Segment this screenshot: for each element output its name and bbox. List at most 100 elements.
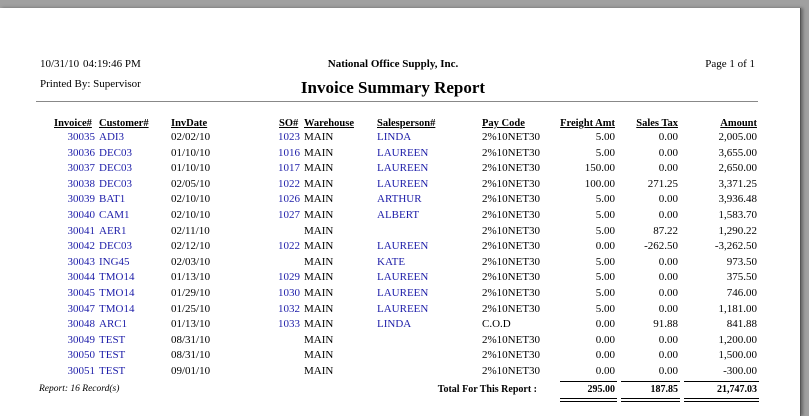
so-number-cell: 1030 — [278, 287, 300, 299]
inv-date-cell: 01/10/10 — [171, 162, 211, 175]
column-header: Salesperson# — [377, 118, 436, 129]
warehouse-cell: MAIN — [304, 318, 334, 331]
invoice-cell: 30050 — [67, 349, 96, 362]
customer-cell: DEC03 — [99, 146, 132, 159]
pay-code-cell: 2%10NET30 — [482, 146, 541, 159]
warehouse-cell: MAIN — [304, 240, 334, 253]
warehouse-cell: MAIN — [304, 349, 334, 362]
column-header: Customer# — [99, 118, 149, 129]
inv-date-cell: 02/12/10 — [171, 240, 211, 253]
freight-cell: 0.00 — [595, 349, 615, 362]
amount-cell: 3,936.48 — [718, 193, 758, 206]
freight-cell: 100.00 — [584, 177, 615, 190]
amount-cell: -3,262.50 — [714, 240, 757, 253]
freight-cell: 5.00 — [595, 209, 615, 221]
invoice-cell: 30036 — [67, 146, 96, 159]
sales-tax-cell: 0.00 — [658, 255, 678, 268]
printed-by: Printed By: Supervisor — [40, 78, 141, 90]
amount-cell: 1,290.22 — [718, 224, 758, 237]
customer-cell: DEC03 — [99, 240, 132, 253]
report-title: Invoice Summary Report — [300, 78, 486, 97]
customer-cell: TEST — [99, 333, 126, 346]
customer-cell: CAM1 — [99, 209, 130, 221]
warehouse-cell: MAIN — [304, 287, 334, 299]
inv-date-cell: 02/02/10 — [171, 131, 211, 143]
sales-tax-cell: -262.50 — [644, 240, 678, 253]
warehouse-cell: MAIN — [304, 255, 334, 268]
freight-cell: 0.00 — [595, 318, 615, 331]
so-number-cell: 1016 — [278, 146, 300, 159]
warehouse-cell: MAIN — [304, 224, 334, 237]
invoice-cell: 30039 — [67, 193, 96, 206]
sales-tax-cell: 0.00 — [658, 131, 678, 143]
column-header: Warehouse — [304, 118, 354, 129]
column-header: SO# — [279, 118, 299, 129]
amount-cell: -300.00 — [723, 365, 757, 377]
company: National Office Supply, Inc. — [327, 58, 459, 70]
warehouse-cell: MAIN — [304, 193, 334, 206]
inv-date-cell: 02/10/10 — [171, 193, 211, 206]
pay-code-cell: 2%10NET30 — [482, 177, 541, 190]
customer-cell: DEC03 — [99, 162, 132, 175]
print-date: 10/31/10 — [40, 58, 80, 70]
sales-tax-cell: 0.00 — [658, 349, 678, 362]
record-count: Report: 16 Record(s) — [39, 384, 120, 394]
pay-code-cell: 2%10NET30 — [482, 162, 541, 175]
warehouse-cell: MAIN — [304, 302, 334, 315]
inv-date-cell: 01/13/10 — [171, 271, 211, 284]
salesperson-cell: LAUREEN — [377, 162, 429, 175]
column-header: Pay Code — [482, 118, 525, 129]
freight-cell: 5.00 — [595, 224, 615, 237]
warehouse-cell: MAIN — [304, 365, 334, 377]
customer-cell: TMO14 — [99, 271, 135, 284]
pay-code-cell: 2%10NET30 — [482, 209, 541, 221]
sales-tax-cell: 0.00 — [658, 271, 678, 284]
freight-cell: 150.00 — [584, 162, 615, 175]
amount-cell: 973.50 — [726, 255, 757, 268]
so-number-cell: 1026 — [278, 193, 300, 206]
freight-cell: 0.00 — [595, 365, 615, 377]
total-double-rule — [560, 398, 617, 402]
total-double-rule — [621, 398, 680, 402]
amount-cell: 2,650.00 — [718, 162, 758, 175]
invoice-cell: 30044 — [67, 271, 96, 284]
invoice-cell: 30042 — [67, 240, 96, 253]
freight-cell: 5.00 — [595, 271, 615, 284]
invoice-cell: 30051 — [67, 365, 96, 377]
column-header: Invoice# — [54, 118, 92, 129]
sales-tax-cell: 0.00 — [658, 162, 678, 175]
amount-cell: 1,181.00 — [718, 302, 758, 315]
salesperson-cell: ALBERT — [377, 209, 420, 221]
invoice-cell: 30048 — [67, 318, 96, 331]
sales-tax-cell: 0.00 — [658, 209, 678, 221]
amount-cell: 1,500.00 — [718, 349, 758, 362]
sales-tax-cell: 0.00 — [658, 287, 678, 299]
print-time: 04:19:46 PM — [83, 58, 141, 70]
customer-cell: TEST — [99, 365, 126, 377]
invoice-cell: 30043 — [67, 255, 96, 268]
pay-code-cell: 2%10NET30 — [482, 302, 541, 315]
total-rule — [684, 381, 759, 382]
amount-cell: 3,655.00 — [718, 146, 758, 159]
inv-date-cell: 02/03/10 — [171, 255, 211, 268]
so-number-cell: 1032 — [278, 302, 300, 315]
page-number: Page 1 of 1 — [705, 58, 755, 70]
warehouse-cell: MAIN — [304, 146, 334, 159]
column-header: Freight Amt — [560, 118, 615, 129]
inv-date-cell: 02/11/10 — [171, 224, 210, 237]
sales-tax-cell: 0.00 — [658, 193, 678, 206]
freight-cell: 5.00 — [595, 146, 615, 159]
sales-tax-cell: 271.25 — [647, 177, 678, 190]
customer-cell: AER1 — [99, 224, 127, 237]
amount-cell: 746.00 — [726, 287, 757, 299]
total-value: 21,747.03 — [717, 384, 757, 395]
amount-cell: 375.50 — [726, 271, 757, 284]
freight-cell: 0.00 — [595, 333, 615, 346]
sales-tax-cell: 87.22 — [653, 224, 678, 237]
sales-tax-cell: 0.00 — [658, 146, 678, 159]
salesperson-cell: LAUREEN — [377, 271, 429, 284]
pay-code-cell: 2%10NET30 — [482, 131, 541, 143]
so-number-cell: 1023 — [278, 131, 300, 143]
salesperson-cell: LAUREEN — [377, 146, 429, 159]
